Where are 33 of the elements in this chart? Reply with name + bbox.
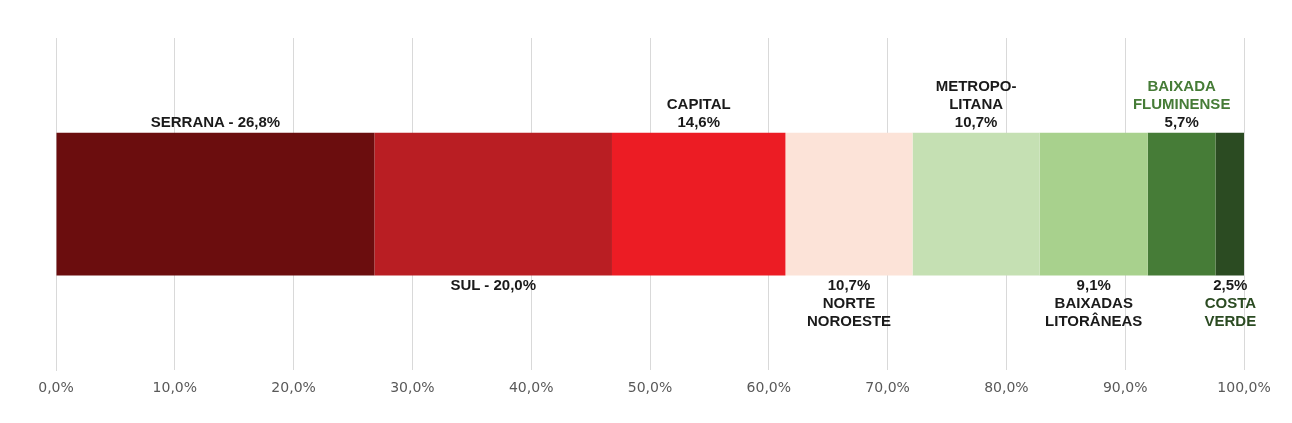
bar — [1215, 132, 1244, 276]
data-label: SUL ‑ 20,0% — [450, 276, 536, 294]
x-tick-label: 50,0% — [627, 379, 673, 396]
data-label: 9,1% — [1076, 276, 1111, 294]
bar — [56, 132, 375, 276]
series-label: COSTA VERDE — [1204, 294, 1257, 330]
x-tick-label: 20,0% — [271, 379, 316, 396]
bar — [1147, 132, 1216, 276]
series-label: CAPITAL — [666, 95, 731, 113]
bar — [1039, 132, 1148, 276]
x-tick-label: 30,0% — [390, 379, 435, 396]
series-label: METROPO- LITANA — [935, 77, 1017, 113]
x-tick-label: 90,0% — [1102, 379, 1148, 396]
data-label: 10,7% — [827, 276, 871, 294]
x-tick-label: 60,0% — [746, 379, 792, 396]
data-label: 14,6% — [677, 113, 720, 131]
x-tick-label: 100,0% — [1217, 379, 1271, 396]
x-tick-label: 80,0% — [984, 379, 1029, 396]
bar — [785, 132, 913, 276]
data-label: 10,7% — [954, 113, 998, 131]
series-label: BAIXADA FLUMINENSE — [1132, 77, 1231, 113]
data-label: 2,5% — [1213, 276, 1248, 294]
x-tick-label: 0,0% — [38, 379, 74, 396]
series-label: NORTE NOROESTE — [806, 294, 892, 330]
x-tick-label: 70,0% — [865, 379, 910, 396]
series-label: BAIXADAS LITORÂNEAS — [1045, 294, 1143, 330]
bar — [912, 132, 1040, 276]
data-label: SERRANA ‑ 26,8% — [150, 113, 281, 131]
bar — [374, 132, 612, 276]
x-tick-label: 40,0% — [508, 379, 554, 396]
data-label: 5,7% — [1164, 113, 1199, 131]
x-tick-label: 10,0% — [152, 379, 198, 396]
bar — [611, 132, 786, 276]
